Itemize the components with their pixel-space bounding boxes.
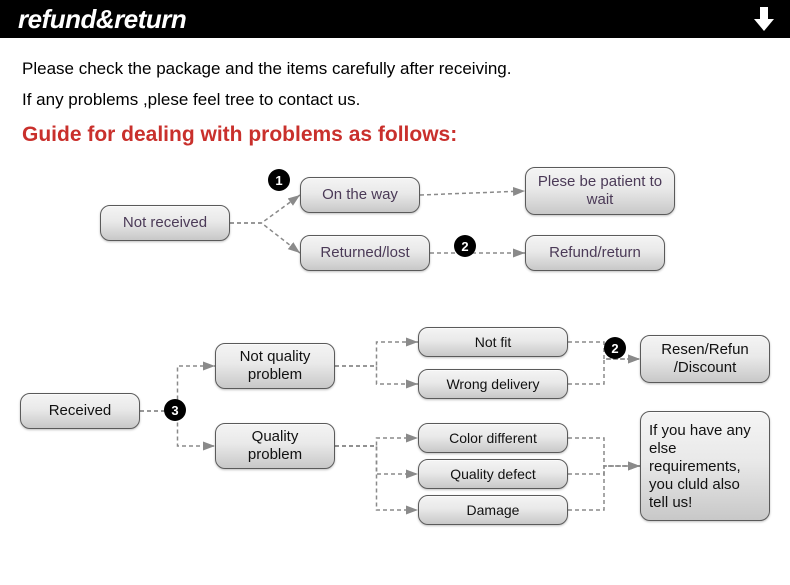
arrow-down-icon [750, 5, 778, 33]
edge-not_received-returned_lost [230, 223, 300, 253]
edge-quality_defect-requirements [568, 466, 640, 474]
header-bar: refund&return [0, 0, 790, 38]
node-wrong-delivery: Wrong delivery [418, 369, 568, 399]
edge-damage-requirements [568, 466, 640, 510]
badge-2: 2 [604, 337, 626, 359]
node-refund-return: Refund/return [525, 235, 665, 271]
edge-not_quality-wrong_delivery [335, 366, 418, 384]
edge-color_diff-requirements [568, 438, 640, 466]
edge-quality-damage [335, 446, 418, 510]
badge-2: 2 [454, 235, 476, 257]
node-not-fit: Not fit [418, 327, 568, 357]
node-damage: Damage [418, 495, 568, 525]
edge-wrong_delivery-resend [568, 359, 640, 384]
node-patient: Plese be patient to wait [525, 167, 675, 215]
node-quality: Quality problem [215, 423, 335, 469]
header-title: refund&return [18, 4, 186, 35]
node-requirements: If you have any else requirements, you c… [640, 411, 770, 521]
node-returned-lost: Returned/lost [300, 235, 430, 271]
edge-quality-quality_defect [335, 446, 418, 474]
node-resend: Resen/Refun /Discount [640, 335, 770, 383]
node-quality-defect: Quality defect [418, 459, 568, 489]
intro-line-1: Please check the package and the items c… [22, 54, 768, 85]
edge-not_quality-not_fit [335, 342, 418, 366]
edge-quality-color_diff [335, 438, 418, 446]
intro-line-2: If any problems ,plese feel tree to cont… [22, 85, 768, 116]
edge-on_the_way-patient [420, 191, 525, 195]
edge-not_received-on_the_way [230, 195, 300, 223]
node-not-received: Not received [100, 205, 230, 241]
badge-3: 3 [164, 399, 186, 421]
node-received: Received [20, 393, 140, 429]
node-not-quality: Not quality problem [215, 343, 335, 389]
intro-text: Please check the package and the items c… [0, 38, 790, 119]
node-on-the-way: On the way [300, 177, 420, 213]
flowchart-canvas: Not received On the way Returned/lost Plese… [0, 155, 790, 585]
guide-title: Guide for dealing with problems as follo… [0, 119, 790, 155]
node-color-diff: Color different [418, 423, 568, 453]
badge-1: 1 [268, 169, 290, 191]
